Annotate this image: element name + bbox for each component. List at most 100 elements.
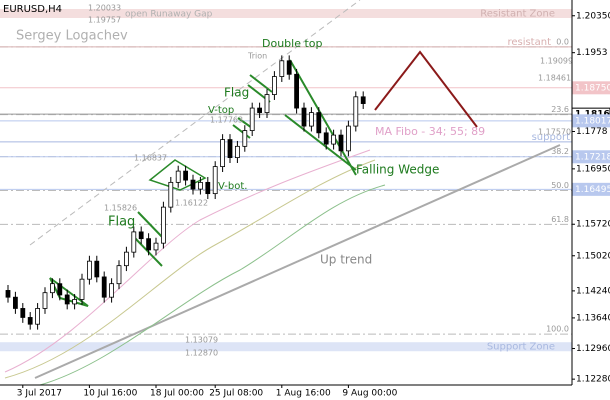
falling-wedge [284,59,357,176]
y-tick-label: 1.12280 [576,375,610,385]
candle-body [190,179,196,190]
candle-body [146,238,152,251]
candle-body [64,294,70,305]
annotation: V-top [208,105,234,116]
candle-body [338,134,344,152]
candle-body [271,76,277,95]
candle-body [197,181,203,190]
zone [0,342,572,352]
candle-body [42,292,48,309]
candle-body [345,125,351,152]
candle-body [20,308,26,318]
y-tick-label: 1.16950 [576,164,610,174]
annotation: Flag [224,86,249,100]
candle-body [79,278,85,300]
y-tick-label: 1.1953 [576,48,608,58]
level-label: 1.18750 [575,83,610,93]
candle-body [138,231,144,240]
annotation: EURUSD,H4 [3,4,62,15]
annotation: 1.16122 [175,199,208,208]
candle-body [27,317,33,325]
candle-body [301,107,307,127]
candle-body [12,296,18,309]
x-tick-label: 25 Jul 08:00 [209,389,263,399]
annotation: Double top [262,37,323,50]
candle-body [286,60,292,75]
fibo-label: 38.2 [551,147,569,156]
candle-body [87,260,92,280]
candle-body [360,96,366,104]
fibo-label: 100.0 [546,325,569,334]
candle-body [109,283,114,298]
annotation: MA Fibo - 34; 55; 89 [375,125,485,138]
y-tick-label: 1.13640 [576,313,610,323]
annotation: Falling Wedge [356,163,439,177]
candle-body [168,181,174,208]
candle-body [205,181,211,195]
annotation: 1.16837 [134,154,167,163]
candle-body [242,130,248,147]
x-tick-label: 1 Aug 16:00 [276,389,331,399]
candle-body [220,139,226,168]
y-tick-label: 1.15020 [576,251,610,261]
candle-body [212,166,218,195]
up-trend-line [34,144,561,379]
annotation: 1.17570 [538,128,571,137]
level-line-label: resistant [507,37,551,48]
annotation: 1.19099 [540,57,573,66]
candle-body [101,276,107,298]
annotation: 1.13079 [185,336,218,345]
candle-body [116,265,122,285]
annotation: Trion [247,52,267,61]
candle-body [279,60,285,77]
candle-body [153,242,159,251]
candle-body [331,134,337,145]
zone-label: Resistant Zone [480,9,555,20]
annotation: Up trend [320,253,372,267]
annotation: Flag [108,215,135,230]
x-tick-label: 10 Jul 16:00 [83,389,137,399]
x-tick-label: 9 Aug 00:00 [342,389,397,399]
candle-body [160,206,166,244]
annotation: Sergey Logachev [16,29,128,44]
candle-body [131,231,137,253]
annotation: V-bot. [218,181,247,192]
zone [0,9,572,19]
annotation: 1.17763 [210,116,243,125]
candle-body [94,260,100,278]
annotation: open Runaway Gap [125,10,213,20]
candle-body [183,170,189,181]
candle-body [35,308,40,325]
annotation: 1.15826 [104,204,137,213]
y-tick-label: 1.20350 [576,11,610,21]
over-layer: 1.187501.181651.180171.172181.164951.203… [3,4,610,399]
zone-label: Support Zone [487,342,555,353]
fibo-label: 50.0 [551,181,569,190]
candle-body [264,94,270,113]
candle-body [57,283,63,296]
forecast [374,50,478,128]
fibo-label: 23.6 [551,105,569,114]
y-tick-label: 1.14240 [576,286,610,296]
candle-body [316,112,322,134]
y-tick-label: 1.1778 [576,127,608,137]
candle-body [5,290,11,298]
flag-lower [131,211,166,267]
ma-89 [39,184,386,386]
ma-34 [4,149,371,373]
channel-line [29,0,361,246]
y-tick-label: 1.12960 [576,344,610,354]
drawings [4,0,561,386]
candle-body [50,283,55,294]
y-tick-label: 1.15720 [576,220,610,230]
under-layer: Resistant Zone Support Zone 0.0 23.6 38.2 50.… [0,9,572,353]
level-label: 1.16495 [575,185,610,195]
x-tick-label: 3 Jul 2017 [17,389,62,399]
candle-body [227,139,233,159]
level-label: 1.18017 [575,116,610,126]
annotation: 1.12870 [185,349,218,358]
candle-body [308,112,314,127]
candle-body [257,107,263,113]
